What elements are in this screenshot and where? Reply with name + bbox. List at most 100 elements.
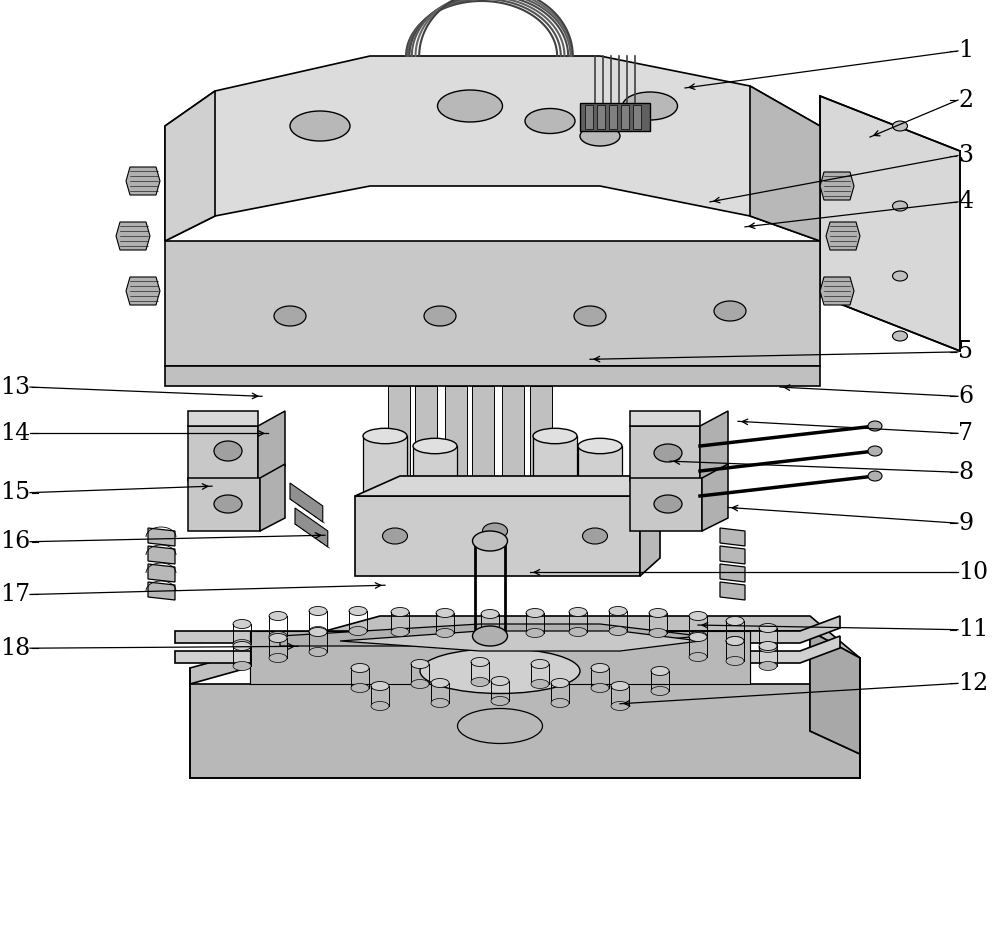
- Ellipse shape: [411, 680, 429, 689]
- Polygon shape: [720, 582, 745, 600]
- Polygon shape: [165, 366, 820, 386]
- Ellipse shape: [382, 528, 408, 544]
- Ellipse shape: [431, 698, 449, 707]
- Ellipse shape: [309, 647, 327, 657]
- Ellipse shape: [622, 92, 678, 120]
- Bar: [388, 386, 410, 526]
- Ellipse shape: [349, 627, 367, 635]
- Ellipse shape: [868, 446, 882, 456]
- Ellipse shape: [893, 201, 908, 211]
- Polygon shape: [630, 478, 702, 531]
- Bar: [415, 386, 437, 526]
- Ellipse shape: [309, 628, 327, 636]
- Polygon shape: [810, 631, 860, 778]
- Ellipse shape: [351, 683, 369, 693]
- Ellipse shape: [413, 438, 457, 454]
- Ellipse shape: [726, 657, 744, 666]
- Ellipse shape: [471, 678, 489, 686]
- Polygon shape: [820, 277, 854, 305]
- Ellipse shape: [269, 654, 287, 662]
- Polygon shape: [165, 241, 820, 366]
- Ellipse shape: [654, 495, 682, 513]
- Ellipse shape: [431, 679, 449, 687]
- Bar: [633, 105, 641, 129]
- Polygon shape: [702, 464, 728, 531]
- Polygon shape: [290, 483, 323, 522]
- Ellipse shape: [371, 702, 389, 710]
- Ellipse shape: [609, 627, 627, 635]
- Text: 1: 1: [958, 40, 973, 62]
- Ellipse shape: [609, 607, 627, 616]
- Ellipse shape: [582, 528, 608, 544]
- Ellipse shape: [726, 636, 744, 645]
- Text: 13: 13: [0, 376, 30, 398]
- Polygon shape: [165, 91, 215, 241]
- Ellipse shape: [689, 632, 707, 642]
- Ellipse shape: [481, 630, 499, 639]
- Polygon shape: [188, 426, 258, 481]
- Text: 12: 12: [958, 672, 988, 694]
- Text: 9: 9: [958, 512, 973, 534]
- Polygon shape: [126, 277, 160, 305]
- Text: 6: 6: [958, 385, 973, 407]
- Polygon shape: [578, 446, 622, 526]
- Ellipse shape: [868, 421, 882, 431]
- Ellipse shape: [533, 429, 577, 444]
- Ellipse shape: [569, 628, 587, 636]
- Polygon shape: [175, 636, 840, 663]
- Polygon shape: [630, 426, 700, 481]
- Polygon shape: [640, 476, 660, 576]
- Polygon shape: [188, 411, 258, 426]
- Ellipse shape: [726, 636, 744, 645]
- Text: 2: 2: [958, 89, 973, 111]
- Text: 16: 16: [0, 531, 30, 553]
- Polygon shape: [720, 564, 745, 582]
- Ellipse shape: [349, 607, 367, 616]
- Ellipse shape: [551, 679, 569, 687]
- Polygon shape: [355, 476, 660, 496]
- Text: 10: 10: [958, 561, 988, 583]
- Bar: [502, 386, 524, 526]
- Ellipse shape: [436, 629, 454, 637]
- Polygon shape: [148, 528, 175, 546]
- Text: 15: 15: [0, 482, 30, 504]
- Polygon shape: [190, 684, 860, 778]
- Ellipse shape: [233, 661, 251, 670]
- Ellipse shape: [363, 508, 407, 524]
- Text: 5: 5: [958, 341, 973, 363]
- Ellipse shape: [482, 523, 508, 539]
- Polygon shape: [190, 616, 860, 684]
- Ellipse shape: [436, 608, 454, 618]
- Bar: [472, 386, 494, 526]
- Ellipse shape: [611, 682, 629, 691]
- Ellipse shape: [269, 611, 287, 620]
- Ellipse shape: [893, 121, 908, 131]
- Ellipse shape: [591, 664, 609, 672]
- Ellipse shape: [580, 126, 620, 146]
- Polygon shape: [295, 508, 328, 547]
- Ellipse shape: [491, 696, 509, 706]
- Polygon shape: [630, 411, 700, 426]
- Ellipse shape: [689, 653, 707, 661]
- Ellipse shape: [481, 609, 499, 619]
- Polygon shape: [258, 411, 285, 481]
- Ellipse shape: [578, 519, 622, 533]
- Ellipse shape: [413, 519, 457, 533]
- Polygon shape: [720, 546, 745, 564]
- Polygon shape: [826, 222, 860, 250]
- Bar: [580, 103, 650, 131]
- Ellipse shape: [759, 642, 777, 650]
- Bar: [609, 105, 617, 129]
- Polygon shape: [148, 546, 175, 564]
- Bar: [621, 105, 629, 129]
- Ellipse shape: [473, 626, 508, 646]
- Polygon shape: [363, 436, 407, 516]
- Polygon shape: [340, 631, 700, 651]
- Ellipse shape: [591, 683, 609, 693]
- Text: 8: 8: [958, 461, 973, 483]
- Polygon shape: [126, 167, 160, 195]
- Polygon shape: [720, 528, 745, 546]
- Bar: [445, 386, 467, 526]
- Ellipse shape: [651, 686, 669, 695]
- Ellipse shape: [893, 271, 908, 281]
